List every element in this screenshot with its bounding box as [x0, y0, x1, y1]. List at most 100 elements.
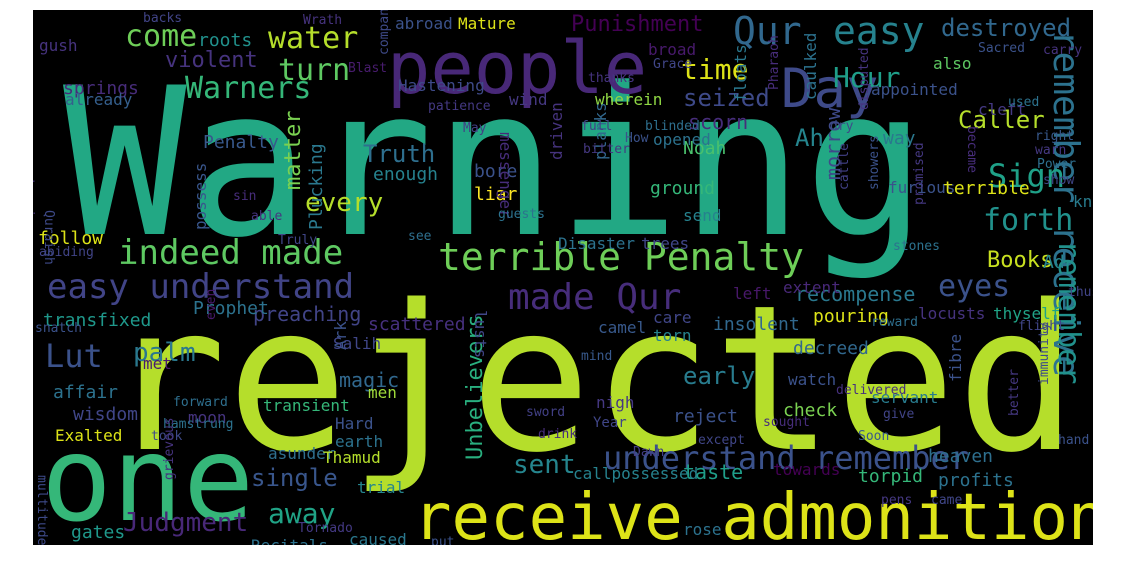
word-cattle: cattle — [837, 143, 852, 190]
word-nigh: nigh — [596, 393, 635, 412]
word-truth: Truth — [363, 140, 436, 168]
word-come: come — [125, 19, 198, 54]
word-guests: guests — [498, 207, 545, 222]
word-broad: broad — [648, 40, 697, 59]
word-rose: rose — [683, 520, 722, 539]
word-showers: showers — [867, 135, 882, 190]
word-palm: palm — [133, 338, 196, 368]
word-receive-admonition: receive admonition — [413, 481, 1093, 545]
word-caulked: caulked — [801, 32, 820, 100]
word-follow: follow — [38, 228, 104, 249]
word-springs: springs — [63, 78, 139, 99]
word-drink: drink — [538, 427, 578, 442]
word-hastening: Hastening — [398, 76, 485, 95]
word-recompense: recompense — [795, 282, 916, 306]
word-caused: caused — [349, 530, 407, 546]
word-furious: furious — [888, 178, 956, 197]
word-caller: Caller — [958, 106, 1045, 134]
word-possess: possess — [191, 162, 210, 230]
word-warn: warn — [1035, 143, 1067, 158]
word-right: right — [1035, 129, 1075, 144]
word-prophet: Prophet — [193, 298, 269, 319]
word-recitals: Recitals — [251, 538, 328, 546]
word-quraish: Quraish — [41, 210, 56, 265]
word-bore: bore — [474, 161, 518, 182]
word-sent: sent — [513, 450, 576, 480]
word-send: send — [683, 206, 722, 225]
word-grievous: grievous — [162, 417, 177, 480]
word-forward: forward — [173, 395, 228, 410]
word-towards: towards — [773, 460, 841, 479]
word-year: Year — [593, 415, 627, 431]
word-except: except — [698, 433, 745, 448]
word-came: came — [931, 493, 963, 508]
word-magic: magic — [339, 368, 400, 392]
word-immunity: immunity — [1037, 322, 1052, 385]
word-stones: stones — [893, 239, 940, 254]
word-able: able — [251, 209, 283, 224]
word-wisdom: wisdom — [73, 404, 139, 425]
word-transfixed: transfixed — [43, 310, 152, 331]
word-made-qur: made Qur — [508, 277, 682, 318]
word-dry: dry — [830, 119, 854, 134]
word-callpossessed: callpossessed — [573, 464, 699, 483]
word-fibre: fibre — [946, 333, 965, 382]
word-gush: gush — [39, 36, 78, 55]
word-warning: Warning — [63, 45, 927, 283]
word-straying: straying — [33, 170, 36, 233]
word-may: May — [463, 121, 487, 136]
word-grace: Grace — [653, 57, 693, 72]
word-appointed: appointed — [871, 80, 958, 99]
word-torpid: torpid — [858, 466, 924, 487]
word-watch: watch — [788, 370, 837, 389]
word-servant: servant — [871, 388, 939, 407]
word-insolent: insolent — [713, 314, 800, 335]
word-already: already — [65, 90, 133, 109]
word-carry: carry — [1043, 43, 1083, 58]
word-full: full — [581, 119, 613, 134]
word-noah: Noah — [683, 138, 727, 159]
word-decreed: decreed — [793, 338, 869, 359]
word-matter: matter — [281, 110, 306, 190]
word-sin: sin — [233, 189, 257, 204]
word-disaster: Disaster — [558, 234, 636, 253]
word-time: time — [681, 53, 749, 86]
word-turn: turn — [278, 53, 351, 88]
word-better: better — [1007, 369, 1022, 416]
word-lusts: lusts — [471, 310, 490, 359]
word-promised: promised — [912, 142, 927, 205]
word-blast: Blast — [348, 61, 388, 76]
word-hour: Hour — [833, 61, 901, 94]
word-preaching: preaching — [253, 302, 362, 326]
word-water: water — [268, 21, 359, 56]
word-scorn: scorn — [688, 110, 749, 134]
word-salih: Salih — [333, 334, 382, 353]
word-messenger: messenger — [496, 132, 515, 219]
word-mind: mind — [581, 349, 613, 364]
word-how: How — [625, 131, 649, 146]
word-bitter: bitter — [583, 142, 630, 157]
word-forth: forth — [983, 203, 1074, 238]
word-extent: extent — [783, 278, 841, 297]
word-wrath: Wrath — [303, 13, 343, 28]
word-taste: taste — [683, 460, 744, 484]
word-punishment: Punishment — [571, 12, 704, 37]
word-thamud: Thamud — [323, 448, 381, 467]
word-exalted: Exalted — [55, 426, 123, 445]
word-know: know — [1073, 192, 1093, 211]
word-even: even — [204, 288, 219, 320]
word-check: check — [783, 400, 838, 421]
word-used: used — [1008, 95, 1040, 110]
word-hard: Hard — [335, 414, 374, 433]
word-wind: wind — [509, 90, 548, 109]
word-understand-remember: understand remember — [603, 439, 970, 477]
word-snatch: snatch — [35, 321, 82, 336]
word-hamstrung: hamstrung — [163, 417, 234, 432]
word-eyes: eyes — [938, 269, 1011, 304]
word-dawn: Dawn — [633, 445, 665, 460]
word-delivered: delivered — [836, 383, 907, 398]
word-met: met — [143, 354, 172, 373]
word-day: Day — [781, 57, 879, 120]
word-camel: camel — [598, 318, 647, 337]
word-sword: sword — [526, 405, 566, 420]
